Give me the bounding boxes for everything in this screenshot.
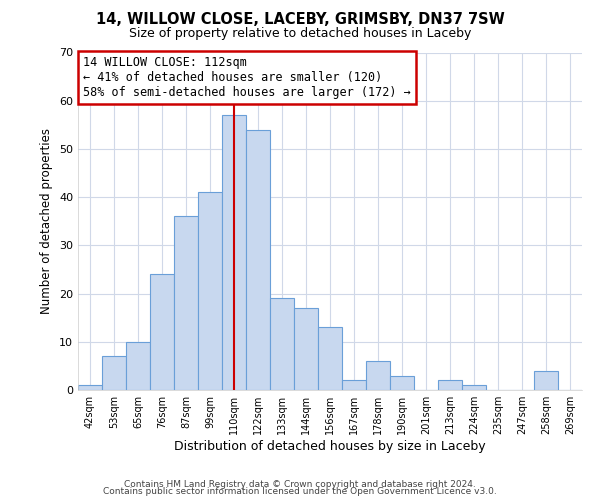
Bar [366,361,390,390]
Bar [390,376,414,390]
Text: Contains HM Land Registry data © Crown copyright and database right 2024.: Contains HM Land Registry data © Crown c… [124,480,476,489]
Bar [246,130,270,390]
Text: Contains public sector information licensed under the Open Government Licence v3: Contains public sector information licen… [103,488,497,496]
Bar [534,370,558,390]
Bar [438,380,462,390]
X-axis label: Distribution of detached houses by size in Laceby: Distribution of detached houses by size … [174,440,486,453]
Bar [126,342,150,390]
Bar [150,274,174,390]
Text: Size of property relative to detached houses in Laceby: Size of property relative to detached ho… [129,28,471,40]
Bar [174,216,198,390]
Text: 14 WILLOW CLOSE: 112sqm
← 41% of detached houses are smaller (120)
58% of semi-d: 14 WILLOW CLOSE: 112sqm ← 41% of detache… [83,56,411,99]
Bar [318,328,342,390]
Bar [102,356,126,390]
Text: 14, WILLOW CLOSE, LACEBY, GRIMSBY, DN37 7SW: 14, WILLOW CLOSE, LACEBY, GRIMSBY, DN37 … [95,12,505,28]
Bar [198,192,222,390]
Bar [222,115,246,390]
Bar [342,380,366,390]
Bar [462,385,486,390]
Bar [78,385,102,390]
Bar [270,298,294,390]
Bar [294,308,318,390]
Y-axis label: Number of detached properties: Number of detached properties [40,128,53,314]
